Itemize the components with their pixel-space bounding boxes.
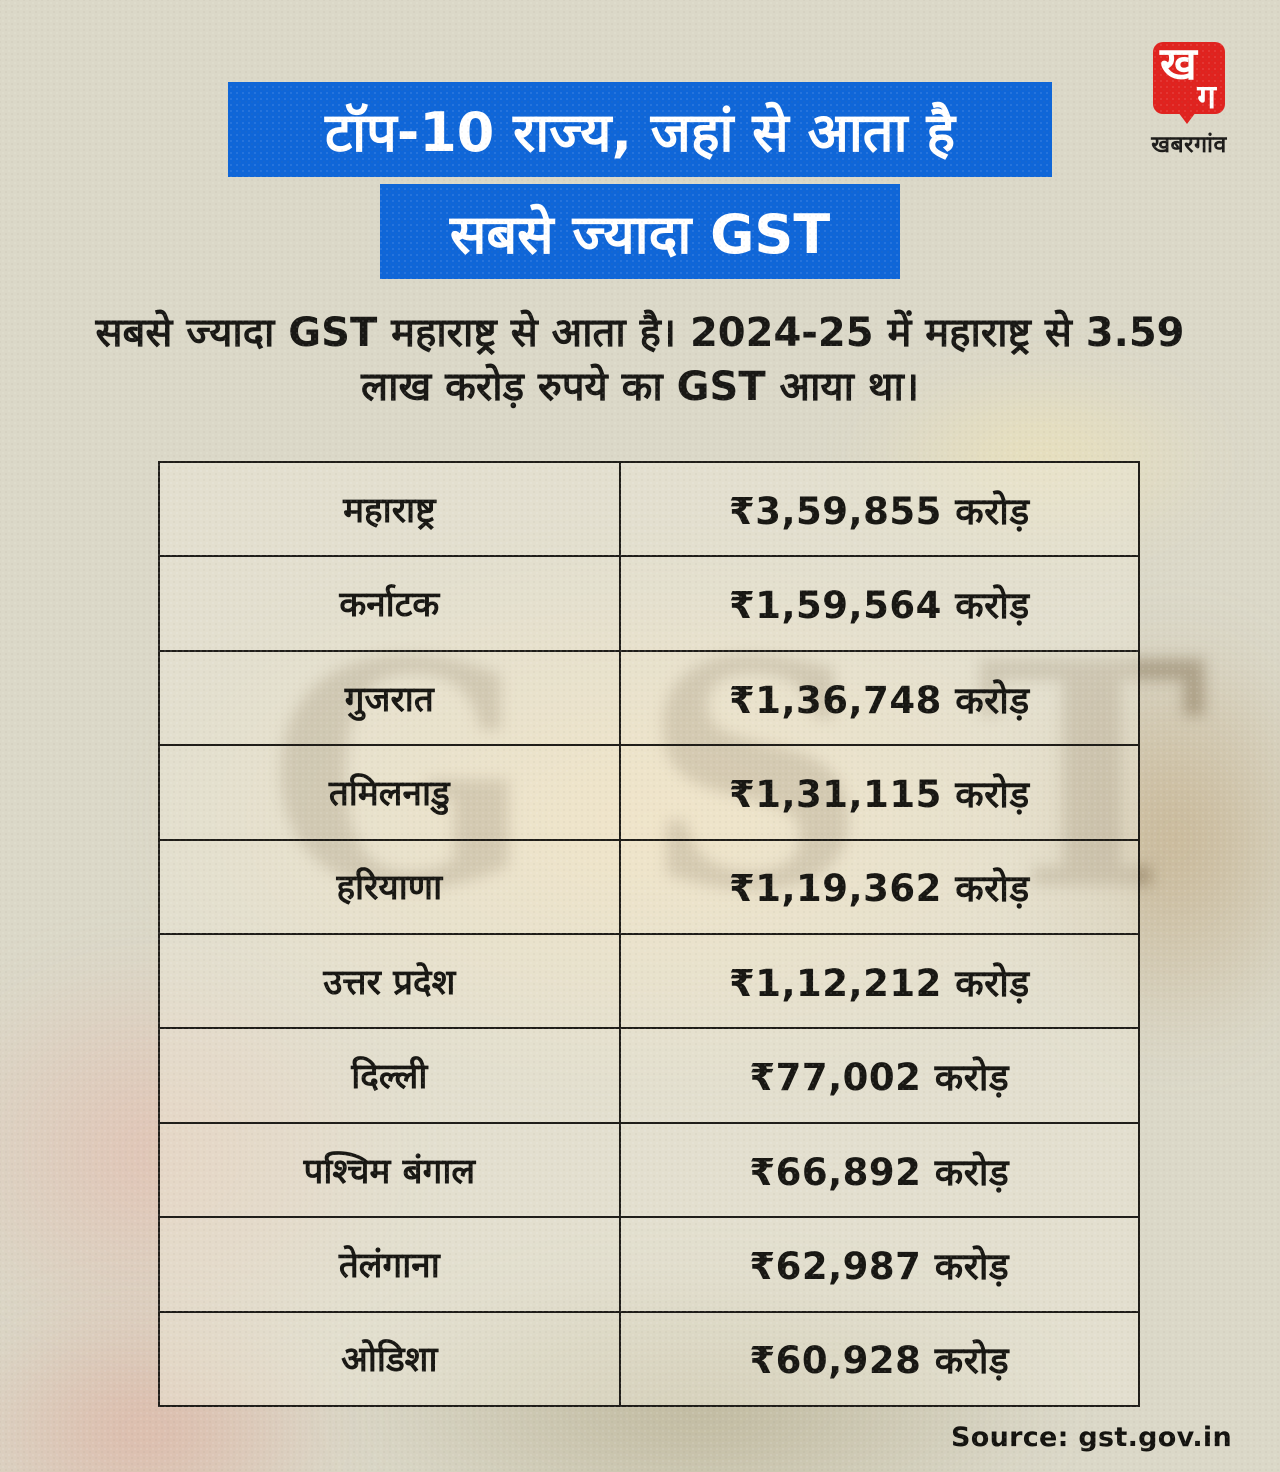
state-cell: हरियाणा [160,840,621,934]
title-banner-line2: सबसे ज्यादा GST [380,184,900,279]
amount-cell: ₹3,59,855 करोड़ [620,463,1138,556]
state-cell: तमिलनाडु [160,746,621,839]
header: टॉप-10 राज्य, जहां से आता है सबसे ज्यादा… [0,82,1280,279]
logo-speech-pointer [1178,112,1196,124]
table-row: दिल्ली ₹77,002 करोड़ [160,1027,1138,1122]
state-cell: तेलंगाना [160,1218,621,1311]
amount-cell: ₹62,987 करोड़ [620,1218,1138,1311]
gst-table: महाराष्ट्र ₹3,59,855 करोड़ कर्नाटक ₹1,59… [158,461,1140,1407]
khabargaon-logo: ख ग खबरगांव [1124,38,1254,159]
amount-cell: ₹77,002 करोड़ [620,1029,1138,1122]
amount-cell: ₹66,892 करोड़ [620,1123,1138,1217]
table-row: हरियाणा ₹1,19,362 करोड़ [160,838,1138,934]
table-row: तमिलनाडु ₹1,31,115 करोड़ [160,744,1138,839]
table-row: उत्तर प्रदेश ₹1,12,212 करोड़ [160,933,1138,1028]
source-credit: Source: gst.gov.in [950,1422,1232,1453]
table-row: महाराष्ट्र ₹3,59,855 करोड़ [160,463,1138,556]
logo-glyph-kha: ख [1160,37,1197,90]
logo-wordmark: खबरगांव [1151,132,1227,158]
table-row: कर्नाटक ₹1,59,564 करोड़ [160,555,1138,650]
state-cell: पश्चिम बंगाल [160,1123,621,1217]
amount-cell: ₹1,36,748 करोड़ [620,651,1138,745]
table-row: गुजरात ₹1,36,748 करोड़ [160,649,1138,745]
title-banner-line1: टॉप-10 राज्य, जहां से आता है [228,82,1052,177]
subtitle-text: सबसे ज्यादा GST महाराष्ट्र से आता है। 20… [95,310,1185,410]
logo-glyph-ga: ग [1197,77,1216,117]
table-row: ओडिशा ₹60,928 करोड़ [160,1310,1138,1406]
amount-cell: ₹1,31,115 करोड़ [620,746,1138,839]
amount-cell: ₹1,12,212 करोड़ [620,935,1138,1028]
state-cell: दिल्ली [160,1029,621,1122]
amount-cell: ₹1,19,362 करोड़ [620,840,1138,934]
amount-cell: ₹1,59,564 करोड़ [620,557,1138,650]
state-cell: उत्तर प्रदेश [160,935,621,1028]
amount-cell: ₹60,928 करोड़ [620,1312,1138,1406]
khabargaon-logo-badge: ख ग [1153,38,1225,124]
state-cell: कर्नाटक [160,557,621,650]
state-cell: महाराष्ट्र [160,463,621,556]
state-cell: गुजरात [160,651,621,745]
table-row: पश्चिम बंगाल ₹66,892 करोड़ [160,1121,1138,1217]
state-cell: ओडिशा [160,1312,621,1406]
table-row: तेलंगाना ₹62,987 करोड़ [160,1216,1138,1311]
